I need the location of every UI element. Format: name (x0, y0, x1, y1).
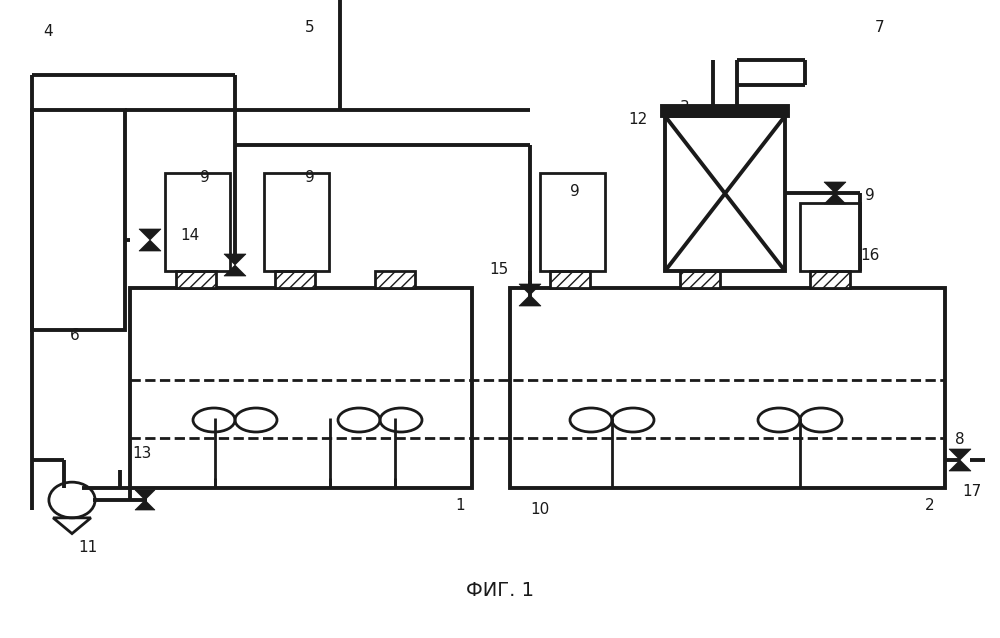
Bar (375, 271, 415, 288)
Text: 1: 1 (455, 498, 465, 512)
Text: 12: 12 (628, 112, 648, 128)
Text: 16: 16 (860, 248, 880, 262)
Text: 13: 13 (132, 445, 152, 461)
Bar (665, 116, 785, 271)
Text: 11: 11 (78, 540, 98, 556)
Text: ФИГ. 1: ФИГ. 1 (466, 581, 534, 600)
Polygon shape (949, 460, 971, 471)
Text: 5: 5 (305, 20, 315, 36)
Bar (540, 173, 605, 271)
Bar (810, 271, 850, 288)
Bar (550, 271, 590, 288)
Text: 14: 14 (180, 228, 200, 242)
Polygon shape (224, 265, 246, 276)
Text: 9: 9 (305, 170, 315, 184)
Bar (800, 203, 860, 271)
Text: 10: 10 (530, 503, 550, 517)
Text: 4: 4 (43, 24, 53, 40)
Polygon shape (135, 500, 155, 510)
Text: 3: 3 (680, 101, 690, 115)
Text: 6: 6 (70, 327, 80, 343)
Polygon shape (824, 182, 846, 193)
Text: 7: 7 (875, 20, 885, 36)
Polygon shape (824, 193, 846, 204)
Text: 9: 9 (200, 170, 210, 184)
Polygon shape (139, 229, 161, 240)
Bar (662, 106, 788, 116)
Polygon shape (135, 490, 155, 500)
Bar (264, 173, 329, 271)
Bar (680, 271, 720, 288)
Bar (510, 288, 945, 488)
Bar (165, 173, 230, 271)
Text: 2: 2 (925, 498, 935, 512)
Polygon shape (224, 254, 246, 265)
Bar (275, 271, 315, 288)
Polygon shape (949, 449, 971, 460)
Bar (662, 106, 788, 116)
Text: 9: 9 (865, 188, 875, 202)
Text: 8: 8 (955, 433, 965, 447)
Polygon shape (519, 295, 541, 306)
Text: 17: 17 (962, 484, 982, 500)
Bar (130, 288, 472, 488)
Text: 9: 9 (570, 184, 580, 200)
Polygon shape (519, 284, 541, 295)
Polygon shape (139, 240, 161, 251)
Text: 15: 15 (489, 262, 509, 278)
Bar (176, 271, 216, 288)
Bar (32, 110, 125, 330)
